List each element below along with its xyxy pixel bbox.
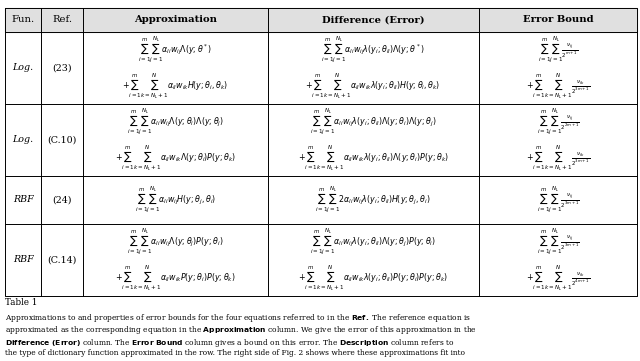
Text: $\sum_{i=1}^{m}\sum_{j=1}^{N_L} 2\alpha_{li} w_{ij} \lambda(y_i;\theta_{li}) H(y: $\sum_{i=1}^{m}\sum_{j=1}^{N_L} 2\alpha_…	[316, 185, 431, 215]
Text: Log.: Log.	[12, 135, 34, 144]
Text: the type of dictionary function approximated in the row. The right side of Fig. : the type of dictionary function approxim…	[5, 349, 465, 357]
Text: $\mathbf{Difference}$ $\mathbf{(Error)}$ column. The $\mathbf{Error\ Bound}$ col: $\mathbf{Difference}$ $\mathbf{(Error)}$…	[5, 337, 454, 349]
Text: $\sum_{i=1}^{m}\sum_{j=1}^{N_L} \alpha_{li} w_{ij} \Lambda(y;\theta_i)\Lambda(y;: $\sum_{i=1}^{m}\sum_{j=1}^{N_L} \alpha_{…	[127, 106, 224, 137]
Text: $+\sum_{i=1}^{m}\sum_{k=N_L+1}^{N} \frac{\nu_{ik}}{2^{3m+1}}$: $+\sum_{i=1}^{m}\sum_{k=N_L+1}^{N} \frac…	[526, 143, 590, 173]
Text: $\sum_{i=1}^{m}\sum_{j=1}^{N_L} \frac{\nu_{ij}}{2^{m+1}}$: $\sum_{i=1}^{m}\sum_{j=1}^{N_L} \frac{\n…	[538, 34, 578, 65]
Text: $+\sum_{i=1}^{m}\sum_{k=N_L+1}^{N} \alpha_{li} w_{ik} \lambda(y_i;\theta_{li}) H: $+\sum_{i=1}^{m}\sum_{k=N_L+1}^{N} \alph…	[305, 71, 441, 101]
Text: approximated as the corresponding equation in the $\mathbf{Approximation}$ colum: approximated as the corresponding equati…	[5, 324, 477, 336]
Text: (24): (24)	[52, 195, 72, 204]
Text: $+\sum_{i=1}^{m}\sum_{k=N_L+1}^{N} \alpha_{li} w_{ik} \Lambda(y;\theta_i) P(y;\t: $+\sum_{i=1}^{m}\sum_{k=N_L+1}^{N} \alph…	[115, 143, 236, 173]
Text: $\sum_{i=1}^{m}\sum_{j=1}^{N_L} \alpha_{li} w_{ij} H(y;\theta_j,\theta_i)$: $\sum_{i=1}^{m}\sum_{j=1}^{N_L} \alpha_{…	[134, 185, 216, 215]
Text: Fun.: Fun.	[12, 15, 35, 24]
Text: (23): (23)	[52, 63, 72, 72]
Text: $+\sum_{i=1}^{m}\sum_{k=N_L+1}^{N} \alpha_{li} w_{ik} H(y;\theta_i,\theta_k)$: $+\sum_{i=1}^{m}\sum_{k=N_L+1}^{N} \alph…	[122, 71, 228, 101]
Text: $+\sum_{i=1}^{m}\sum_{k=N_L+1}^{N} \alpha_{li} w_{ik} \lambda(y_i;\theta_{li}) \: $+\sum_{i=1}^{m}\sum_{k=N_L+1}^{N} \alph…	[298, 143, 449, 173]
Text: $\sum_{i=1}^{m}\sum_{j=1}^{N_L} \alpha_{li} w_{ij} \lambda(y_i;\theta_{li}) \Lam: $\sum_{i=1}^{m}\sum_{j=1}^{N_L} \alpha_{…	[321, 34, 425, 65]
Text: (C.14): (C.14)	[47, 256, 77, 264]
Text: RBF: RBF	[13, 195, 33, 204]
Text: $+\sum_{i=1}^{m}\sum_{k=N_L+1}^{N} \frac{\nu_{ik}}{2^{3m+1}}$: $+\sum_{i=1}^{m}\sum_{k=N_L+1}^{N} \frac…	[526, 71, 590, 101]
Text: $+\sum_{i=1}^{m}\sum_{k=N_L+1}^{N} \frac{\nu_{ik}}{2^{4m+1}}$: $+\sum_{i=1}^{m}\sum_{k=N_L+1}^{N} \frac…	[526, 263, 590, 293]
Text: Table 1: Table 1	[5, 298, 38, 307]
Text: $\sum_{i=1}^{m}\sum_{j=1}^{N_L} \frac{\nu_{ij}}{2^{2m+1}}$: $\sum_{i=1}^{m}\sum_{j=1}^{N_L} \frac{\n…	[537, 106, 579, 137]
Text: Approximation: Approximation	[134, 15, 217, 24]
Text: $+\sum_{i=1}^{m}\sum_{k=N_L+1}^{N} \alpha_{li} w_{ik} \lambda(y_i;\theta_{li}) P: $+\sum_{i=1}^{m}\sum_{k=N_L+1}^{N} \alph…	[298, 263, 448, 293]
Text: $\sum_{i=1}^{m}\sum_{j=1}^{N_L} \alpha_{li} w_{ij} \lambda(y_i;\theta_{li}) \Lam: $\sum_{i=1}^{m}\sum_{j=1}^{N_L} \alpha_{…	[310, 106, 436, 137]
Text: Difference (Error): Difference (Error)	[322, 15, 424, 24]
Text: RBF: RBF	[13, 256, 33, 264]
Text: $\sum_{i=1}^{m}\sum_{j=1}^{N_L} \alpha_{li} w_{ij} \lambda(y_i;\theta_{li}) \Lam: $\sum_{i=1}^{m}\sum_{j=1}^{N_L} \alpha_{…	[310, 227, 436, 257]
Text: $\sum_{i=1}^{m}\sum_{j=1}^{N_L} \frac{\nu_{ij}}{2^{3m+1}}$: $\sum_{i=1}^{m}\sum_{j=1}^{N_L} \frac{\n…	[537, 227, 579, 257]
Text: $\sum_{i=1}^{m}\sum_{j=1}^{N_L} \alpha_{li} w_{ij} \Lambda(y;\theta^*)$: $\sum_{i=1}^{m}\sum_{j=1}^{N_L} \alpha_{…	[138, 34, 212, 65]
Text: Ref.: Ref.	[52, 15, 72, 24]
Text: $\sum_{i=1}^{m}\sum_{j=1}^{N_L} \alpha_{li} w_{ij} \Lambda(y;\theta_j) P(y;\thet: $\sum_{i=1}^{m}\sum_{j=1}^{N_L} \alpha_{…	[127, 227, 223, 257]
Text: Error Bound: Error Bound	[523, 15, 593, 24]
Text: Log.: Log.	[12, 63, 34, 72]
Text: (C.10): (C.10)	[47, 135, 77, 144]
Text: Approximations to and properties of error bounds for the four equations referred: Approximations to and properties of erro…	[5, 312, 472, 323]
Text: $\sum_{i=1}^{m}\sum_{j=1}^{N_L} \frac{\nu_{ij}}{2^{3m+1}}$: $\sum_{i=1}^{m}\sum_{j=1}^{N_L} \frac{\n…	[537, 185, 579, 215]
Text: $+\sum_{i=1}^{m}\sum_{k=N_L+1}^{N} \alpha_{li} w_{ik} P(y;\theta_i) P(y;\theta_k: $+\sum_{i=1}^{m}\sum_{k=N_L+1}^{N} \alph…	[115, 263, 236, 293]
